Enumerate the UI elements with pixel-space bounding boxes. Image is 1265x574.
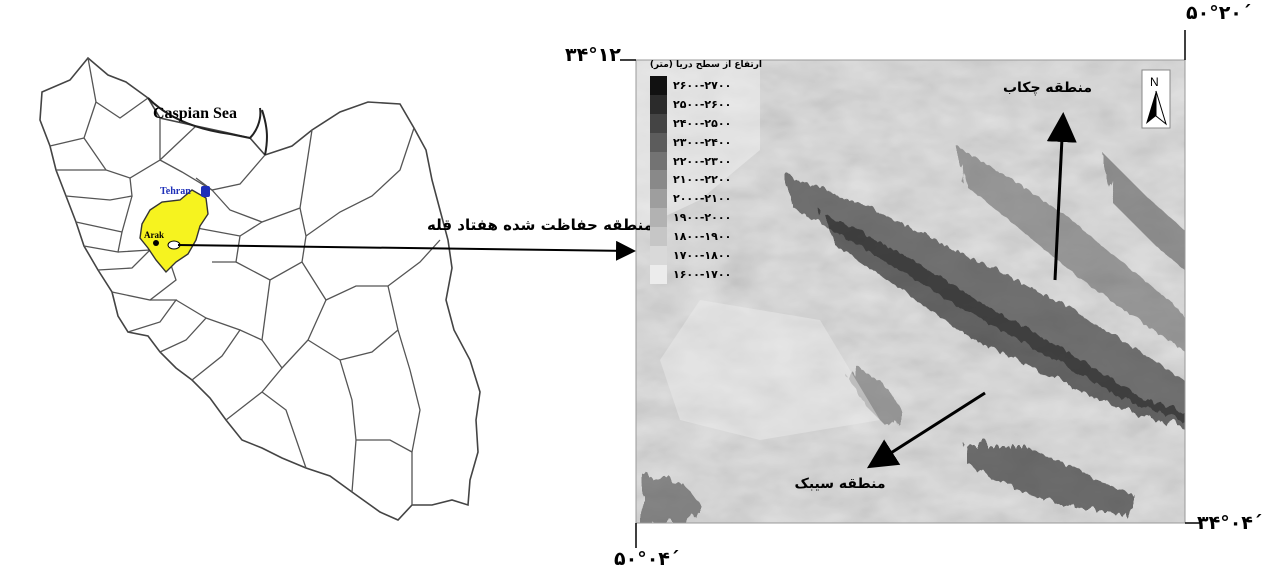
legend-swatch (650, 246, 667, 265)
legend-label: ۱۸۰۰-۱۹۰۰ (673, 230, 732, 244)
legend-label: ۲۱۰۰-۲۲۰۰ (673, 173, 732, 187)
legend-item: ۲۶۰۰-۲۷۰۰ (650, 76, 762, 95)
dem-frame (635, 59, 1186, 524)
north-arrow-box (1141, 69, 1171, 129)
caspian-sea-label: Caspian Sea (153, 105, 237, 122)
province-border (127, 299, 178, 333)
iran-outline (39, 56, 481, 521)
legend-item: ۲۰۰۰-۲۱۰۰ (650, 189, 762, 209)
legend-item: ۱۹۰۰-۲۰۰۰ (650, 208, 762, 228)
elevation-legend: ارتفاع از سطح دریا (متر) ۲۶۰۰-۲۷۰۰ ۲۵۰۰-۲… (630, 60, 762, 284)
legend-label: ۲۰۰۰-۲۱۰۰ (673, 192, 732, 206)
legend-item: ۱۷۰۰-۱۸۰۰ (650, 246, 762, 265)
chekab-arrow (1046, 112, 1077, 281)
coord-top-left-lat: ۳۴°۱۲ (565, 44, 621, 66)
legend-item: ۲۵۰۰-۲۶۰۰ (650, 94, 762, 114)
markazi-province (139, 189, 209, 274)
sibak-arrow (866, 391, 986, 469)
province-border (49, 137, 85, 147)
legend-swatch (650, 227, 667, 247)
legend-item: ۱۸۰۰-۱۹۰۰ (650, 227, 762, 247)
province-border (301, 239, 441, 301)
legend-label: ۲۵۰۰-۲۶۰۰ (673, 97, 732, 111)
legend-label: ۲۴۰۰-۲۵۰۰ (673, 116, 732, 130)
province-border (305, 127, 415, 237)
province-border (87, 57, 149, 119)
legend-swatch (650, 264, 667, 284)
legend-item: ۱۶۰۰-۱۷۰۰ (650, 264, 762, 284)
province-border (356, 439, 413, 453)
study-area-label: منطقه حفاظت شده هفتاد قله (426, 216, 653, 234)
legend-item: ۲۴۰۰-۲۵۰۰ (650, 113, 762, 133)
province-border (83, 101, 161, 179)
province-border (261, 391, 307, 469)
province-border (307, 339, 357, 493)
north-label: N (1150, 75, 1159, 89)
arak-dot (153, 240, 159, 246)
province-border (387, 285, 421, 505)
coord-bottom-right-lat: ۳۴°۰۴´ (1197, 512, 1263, 534)
legend-swatch (650, 132, 667, 152)
legend-label: ۲۶۰۰-۲۷۰۰ (673, 78, 732, 92)
legend-label: ۲۳۰۰-۲۴۰۰ (673, 135, 732, 149)
province-border (159, 125, 197, 161)
tehran-label: Tehran (160, 186, 191, 197)
legend-swatch (650, 208, 667, 228)
province-border (339, 329, 399, 361)
study-area-arrow (177, 240, 636, 261)
legend-item: ۲۳۰۰-۲۴۰۰ (650, 132, 762, 152)
legend-swatch (650, 189, 667, 209)
legend-label: ۱۷۰۰-۱۸۰۰ (673, 248, 732, 262)
iran-map (39, 56, 481, 521)
province-border (239, 221, 263, 237)
province-border (97, 249, 152, 271)
province-border (159, 299, 208, 353)
legend-label: ۱۶۰۰-۱۷۰۰ (673, 267, 732, 281)
province-border (191, 317, 242, 381)
arak-label: Arak (144, 230, 164, 240)
caspian-coast-east (261, 109, 268, 156)
coord-top-right-lon: ۵۰°۲۰´ (1186, 2, 1252, 24)
legend-swatch (650, 170, 667, 190)
legend-swatch (650, 76, 667, 95)
legend-label: ۲۲۰۰-۲۳۰۰ (673, 154, 732, 168)
legend-swatch (650, 151, 667, 171)
chekab-label: منطقه چکاب (1002, 80, 1093, 96)
legend-label: ۱۹۰۰-۲۰۰۰ (673, 211, 732, 225)
tehran-marker (201, 186, 210, 197)
dem-map (636, 60, 1185, 523)
legend-swatch (650, 113, 667, 133)
sibak-label: منطقه سیبک (794, 476, 886, 492)
province-border (65, 177, 133, 201)
province-border (261, 279, 271, 341)
legend-item: ۲۲۰۰-۲۳۰۰ (650, 151, 762, 171)
province-border (185, 225, 241, 263)
legend-items: ۲۶۰۰-۲۷۰۰ ۲۵۰۰-۲۶۰۰ ۲۴۰۰-۲۵۰۰ ۲۳۰۰-۲۴۰۰ ۲۲۰۰… (650, 76, 762, 284)
legend-item: ۲۱۰۰-۲۲۰۰ (650, 170, 762, 190)
legend-swatch (650, 94, 667, 114)
coord-bottom-left-lon: ۵۰°۰۴´ (614, 548, 680, 570)
caspian-coast (147, 97, 262, 140)
legend-title: ارتفاع از سطح دریا (متر) (649, 60, 762, 70)
